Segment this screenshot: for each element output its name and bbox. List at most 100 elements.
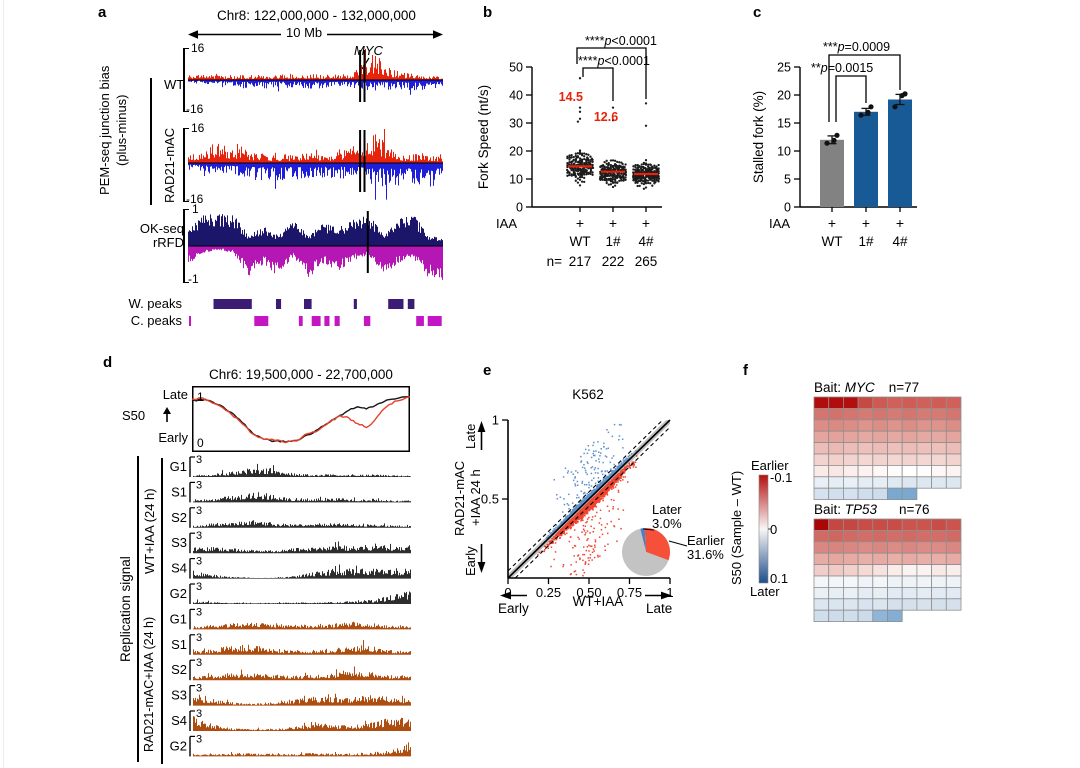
pem_wt-plot (188, 49, 443, 102)
svg-text:1#: 1# (605, 234, 621, 249)
panel-f-label: f (743, 362, 748, 379)
svg-text:3: 3 (196, 454, 202, 466)
group-wt-iaa-bracket (161, 458, 163, 604)
heatmap-myc-bait-prefix: Bait: (814, 380, 845, 395)
e-x-early-label: Early (498, 601, 529, 616)
track-rad21-label: RAD21-mAC (162, 127, 177, 203)
svg-text:10: 10 (509, 173, 523, 187)
okseq-axis (183, 209, 185, 283)
track1-axis (183, 48, 185, 112)
fork-speed-beeswarm: 0 10 20 30 40 50 Fork Speed (nt/s) 14.5 12.6 ****… (476, 34, 662, 269)
colorbar-top-label: Earlier (751, 458, 789, 473)
pem-wt-track (188, 48, 443, 112)
svg-text:50: 50 (509, 61, 523, 75)
svg-text:3: 3 (196, 479, 202, 491)
e-xlabel: WT+IAA (572, 594, 624, 609)
panel-c-label: c (753, 4, 762, 21)
track1-ymax: 16 (191, 41, 205, 55)
replication-signal-bracket (137, 456, 139, 762)
pem-axis-line2: (plus-minus) (114, 94, 129, 166)
e-ylabel-line1: RAD21-mAC (452, 460, 467, 536)
heatmap-tp53-n: n=76 (899, 502, 930, 517)
stalled-fork-bars: 0 5 10 15 20 25 Stalled fork (%) **p=0.0015 ***p… (751, 40, 917, 249)
pie-later-value: 3.0% (652, 516, 682, 531)
svg-text:10: 10 (777, 145, 791, 159)
svg-text:4#: 4# (638, 234, 654, 249)
heatmap-myc (813, 396, 962, 501)
track1-axis-tick-bottom (183, 110, 189, 112)
panel-d-region-title: Chr6: 19,500,000 - 22,700,000 (209, 367, 393, 382)
svg-text:40: 40 (509, 89, 523, 103)
svg-text:Fork Speed (nt/s): Fork Speed (nt/s) (476, 85, 491, 189)
svg-text:***p=0.0009: ***p=0.0009 (823, 40, 890, 54)
colorbar-mid-value: 0 (770, 522, 778, 537)
svg-text:IAA: IAA (769, 216, 790, 231)
e-x-early-arrow-icon (500, 591, 528, 600)
pie-earlier-label: Earlier 31.6% (687, 534, 725, 562)
pem_rad21-plot (188, 129, 443, 200)
e-y-early-arrow-icon (477, 543, 486, 573)
svg-text:n=: n= (547, 254, 563, 269)
svg-text:S1: S1 (171, 637, 187, 652)
track-wt-label: WT (164, 77, 185, 92)
okseq-plot (188, 211, 443, 280)
wpeaks-label: W. peaks (128, 296, 182, 311)
scale-bar-label: 10 Mb (281, 25, 328, 40)
cpeaks-strip (189, 316, 442, 326)
svg-text:IAA: IAA (496, 216, 517, 231)
panel-e-title: K562 (572, 387, 604, 402)
e-y-late-arrow-icon (477, 421, 486, 451)
okseq-label-line1: OK-seq (139, 221, 184, 236)
group-rad21-iaa-bracket (161, 604, 163, 764)
e-ylabel: RAD21-mAC +IAA 24 h (452, 456, 486, 540)
pem-axis-line1: PEM-seq junction bias (97, 65, 112, 195)
svg-text:222: 222 (602, 254, 625, 269)
colorbar-bottom-value: 0.1 (770, 571, 789, 586)
svg-text:S4: S4 (171, 713, 187, 728)
svg-text:S2: S2 (171, 662, 187, 677)
svg-text:3: 3 (196, 632, 202, 644)
svg-text:0: 0 (784, 201, 791, 215)
replication-tracks-plot: G1 3 S1 3 S2 3 S3 3 S4 3 G2 3 G1 3 S1 3 S2 3 S3 3 S4 3 G2 3 (170, 454, 411, 757)
svg-text:****p<0.0001: ****p<0.0001 (585, 34, 657, 48)
svg-text:265: 265 (635, 254, 658, 269)
pem-rad21-track (188, 128, 443, 202)
e-x-late-label: Late (646, 601, 673, 616)
svg-text:+: + (862, 215, 870, 231)
svg-text:3: 3 (196, 683, 202, 695)
pem-group-bracket (150, 78, 152, 205)
stalled-fork-plot: 0 5 10 15 20 25 Stalled fork (%) **p=0.0015 ***p… (745, 18, 995, 258)
svg-text:****p<0.0001: ****p<0.0001 (578, 54, 650, 68)
e-ylabel-line2: +IAA 24 h (468, 469, 483, 527)
svg-text:25: 25 (777, 61, 791, 75)
okseq-ymin: -1 (188, 272, 199, 286)
svg-text:S3: S3 (171, 688, 187, 703)
svg-text:4#: 4# (892, 234, 908, 249)
svg-text:WT: WT (570, 234, 591, 249)
svg-text:WT: WT (822, 234, 843, 249)
okseq-ymax: 1 (192, 202, 199, 216)
wpeaks-strip (188, 299, 443, 309)
replication-signal-label: Replication signal (118, 556, 133, 662)
replication-timing-scatter: 0 0.25 0.50 0.75 1 1 0.5 (450, 380, 760, 615)
okseq-axis-tick-bottom (183, 281, 189, 283)
svg-text:12.6: 12.6 (594, 110, 618, 124)
svg-text:3: 3 (196, 505, 202, 517)
panel-e-label: e (483, 362, 492, 379)
heatmap-myc-n: n=77 (888, 380, 920, 395)
svg-text:14.5: 14.5 (559, 90, 583, 104)
wpeaks-strip (213, 299, 415, 309)
rt-scatter-plot: 0 0.25 0.50 0.75 110.5 (481, 413, 688, 600)
svg-text:0: 0 (516, 201, 523, 215)
svg-text:+: + (609, 215, 617, 231)
svg-text:217: 217 (569, 254, 592, 269)
panel-d-label: d (103, 354, 113, 371)
svg-text:+: + (828, 215, 836, 231)
track1-axis-tick-top (183, 48, 189, 50)
svg-text:0: 0 (197, 436, 204, 450)
svg-text:G2: G2 (170, 586, 187, 601)
svg-text:+: + (576, 215, 584, 231)
track1-ymin: -16 (186, 102, 204, 116)
s50-label: S50 (122, 408, 146, 423)
